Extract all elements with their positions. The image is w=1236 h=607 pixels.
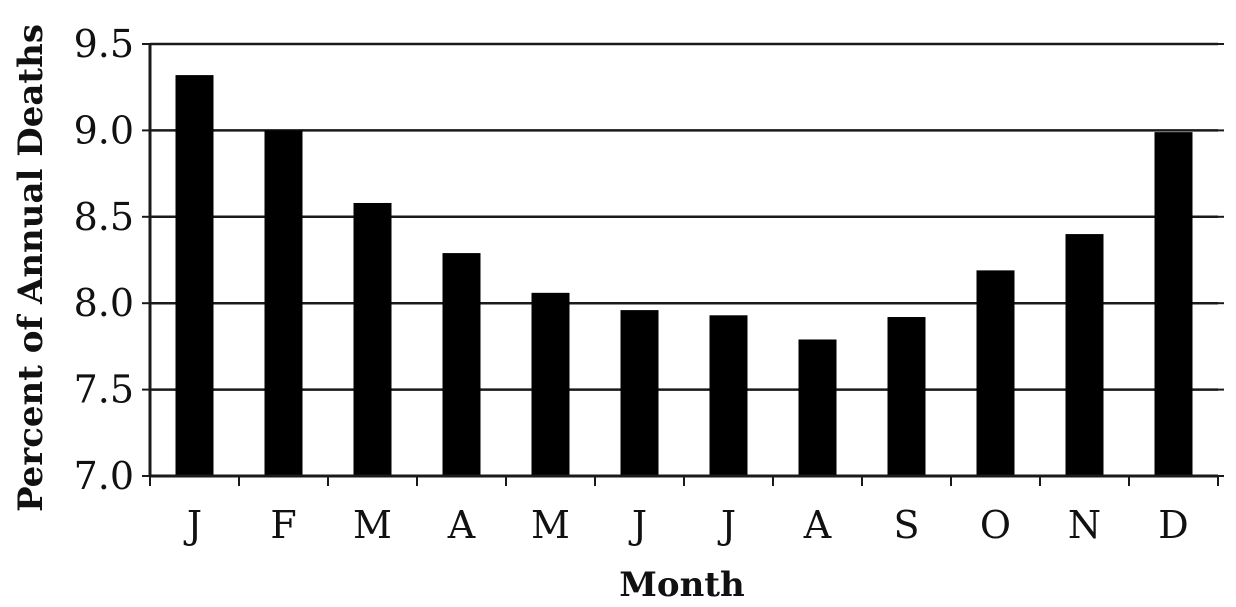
bar bbox=[264, 130, 303, 476]
x-tick-label: N bbox=[1068, 503, 1101, 547]
bars bbox=[175, 75, 1193, 477]
x-tick-label: S bbox=[893, 503, 919, 547]
y-tick-labels: 7.0 7.5 8.0 8.5 9.0 9.5 bbox=[74, 22, 134, 498]
y-tick-label: 7.5 bbox=[74, 368, 134, 412]
bar bbox=[353, 202, 392, 476]
x-tick-label: J bbox=[183, 503, 202, 547]
x-tick-label: M bbox=[353, 503, 392, 547]
bar bbox=[1065, 234, 1104, 476]
x-tick-label: D bbox=[1158, 503, 1188, 547]
x-tick-label: O bbox=[980, 503, 1011, 547]
x-tick-label: M bbox=[531, 503, 570, 547]
y-tick-label: 7.0 bbox=[74, 454, 134, 498]
bar bbox=[442, 253, 481, 476]
x-tick-label: A bbox=[447, 503, 476, 547]
bar bbox=[709, 315, 748, 476]
x-axis-title: Month bbox=[619, 565, 744, 605]
axes bbox=[142, 43, 1224, 486]
bar bbox=[976, 270, 1015, 476]
bar bbox=[798, 339, 837, 476]
y-tick-label: 9.5 bbox=[74, 22, 134, 66]
y-tick-label: 8.0 bbox=[74, 281, 134, 325]
x-tick-label: F bbox=[270, 503, 296, 547]
bar bbox=[175, 75, 214, 476]
y-tick-label: 8.5 bbox=[74, 195, 134, 239]
x-tick-label: J bbox=[717, 503, 736, 547]
bar bbox=[620, 310, 659, 476]
y-tick-label: 9.0 bbox=[74, 108, 134, 152]
bar bbox=[1154, 132, 1193, 477]
x-tick-label: J bbox=[628, 503, 647, 547]
y-axis-title: Percent of Annual Deaths bbox=[11, 24, 51, 512]
bar bbox=[531, 292, 570, 476]
gridlines bbox=[150, 42, 1218, 391]
x-tick-label: A bbox=[803, 503, 832, 547]
bar bbox=[887, 317, 926, 476]
